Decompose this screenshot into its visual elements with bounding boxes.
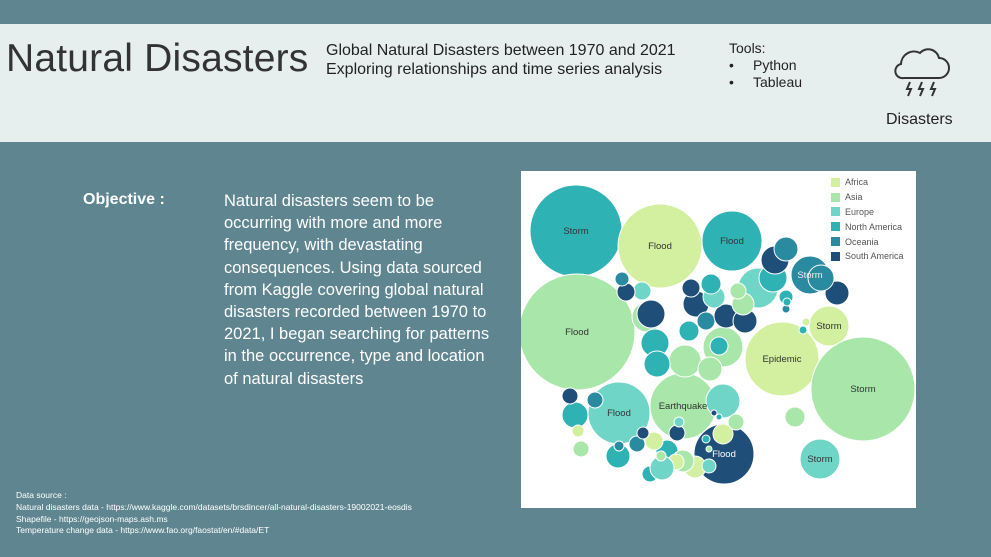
legend-item: South America [831, 249, 904, 264]
source-line: Temperature change data - https://www.fa… [16, 525, 270, 536]
bubble-label: Storm [816, 321, 841, 332]
legend-label: Africa [845, 177, 869, 188]
tools-list: • Python • Tableau [729, 57, 802, 91]
bubble [521, 273, 636, 391]
subtitle-line-1: Global Natural Disasters between 1970 an… [326, 42, 676, 59]
legend-label: Europe [845, 206, 875, 217]
bubble [712, 423, 734, 445]
source-line: Natural disasters data - https://www.kag… [16, 501, 412, 512]
legend-item: Oceania [831, 234, 904, 249]
tool-item: • Python [729, 57, 802, 74]
bubble [668, 424, 686, 442]
legend-item: Europe [831, 205, 904, 220]
bubble [701, 434, 711, 444]
bubble [784, 406, 806, 428]
subtitle: Global Natural Disasters between 1970 an… [326, 41, 676, 79]
legend-swatch [831, 222, 840, 232]
bubble [700, 273, 722, 295]
bubble-label: Flood [720, 236, 744, 247]
objective-label: Objective : [83, 191, 165, 208]
bubble-label: Storm [850, 384, 875, 395]
legend-swatch [831, 237, 840, 247]
bubble [744, 321, 820, 397]
bubble-label: Storm [807, 454, 832, 465]
bubble [678, 320, 700, 342]
bubble [729, 282, 747, 300]
bubble [586, 391, 604, 409]
top-bar [0, 0, 991, 24]
icon-label: Disasters [886, 111, 953, 128]
bubble [701, 458, 717, 474]
bubble-label: Storm [797, 270, 822, 281]
data-source: Data source : Natural disasters data - h… [16, 490, 412, 537]
bubble [696, 311, 716, 331]
bubble [799, 438, 841, 480]
legend-swatch [831, 251, 840, 261]
bubble [701, 210, 763, 272]
bubble [727, 413, 745, 431]
bubble [643, 350, 671, 378]
bullet-icon: • [729, 57, 734, 73]
bubble [715, 413, 723, 421]
bubble [644, 431, 664, 451]
bubble [705, 445, 713, 453]
bullet-icon: • [729, 74, 734, 90]
bubble-label: Flood [712, 449, 736, 460]
bubble [808, 305, 850, 347]
bubble-label: Flood [565, 327, 589, 338]
bubble [681, 278, 701, 298]
legend-label: Oceania [845, 236, 879, 247]
bubble [636, 426, 650, 440]
legend-swatch [831, 207, 840, 217]
bubble [613, 440, 625, 452]
bubble [655, 450, 667, 462]
bubble [710, 409, 718, 417]
legend-item: Asia [831, 190, 904, 205]
bubble [697, 356, 723, 382]
bubble [632, 281, 652, 301]
bubble-label: Epidemic [762, 354, 801, 365]
bubble [705, 383, 741, 419]
bubble-chart-svg: Storm Flood Flood Storm Flood Storm Epidemic St… [521, 184, 916, 485]
legend-label: North America [845, 221, 903, 232]
bubble [571, 424, 585, 438]
bubble [614, 271, 630, 287]
tools-heading: Tools: [729, 40, 766, 56]
objective-text: Natural disasters seem to be occurring w… [224, 192, 490, 388]
bubble [773, 236, 799, 262]
bubble [798, 325, 808, 335]
tool-item-label: Tableau [753, 74, 803, 90]
legend-swatch [831, 177, 840, 187]
bubble [572, 440, 590, 458]
legend-label: South America [845, 251, 904, 262]
chart-legend: Africa Asia Europe North America Oceania… [831, 175, 904, 264]
bubble [673, 416, 685, 428]
bubble-label: Earthquake [659, 401, 708, 412]
bubble [636, 299, 666, 329]
bubble-label: Flood [648, 241, 672, 252]
legend-swatch [831, 192, 840, 202]
legend-label: Asia [845, 192, 863, 203]
bubble [668, 344, 702, 378]
bubble [807, 264, 835, 292]
storm-cloud-icon [894, 48, 950, 97]
tool-item: • Tableau [729, 74, 802, 91]
header-banner [0, 24, 991, 142]
page-title: Natural Disasters [6, 37, 309, 80]
legend-item: North America [831, 219, 904, 234]
bubble-chart: Storm Flood Flood Storm Flood Storm Epidemic St… [521, 171, 916, 508]
source-heading: Data source : [16, 490, 67, 500]
subtitle-line-2: Exploring relationships and time series … [326, 61, 663, 78]
legend-item: Africa [831, 175, 904, 190]
tool-item-label: Python [753, 57, 797, 73]
bubble [561, 387, 579, 405]
bubble [561, 401, 589, 429]
source-line: Shapefile - https://geojson-maps.ash.ms [16, 513, 168, 524]
bubble [810, 336, 916, 442]
bubble-label: Flood [607, 408, 631, 419]
bubble [709, 336, 729, 356]
bubble [782, 297, 792, 307]
bubble-label: Storm [563, 226, 588, 237]
bubble [801, 317, 811, 327]
